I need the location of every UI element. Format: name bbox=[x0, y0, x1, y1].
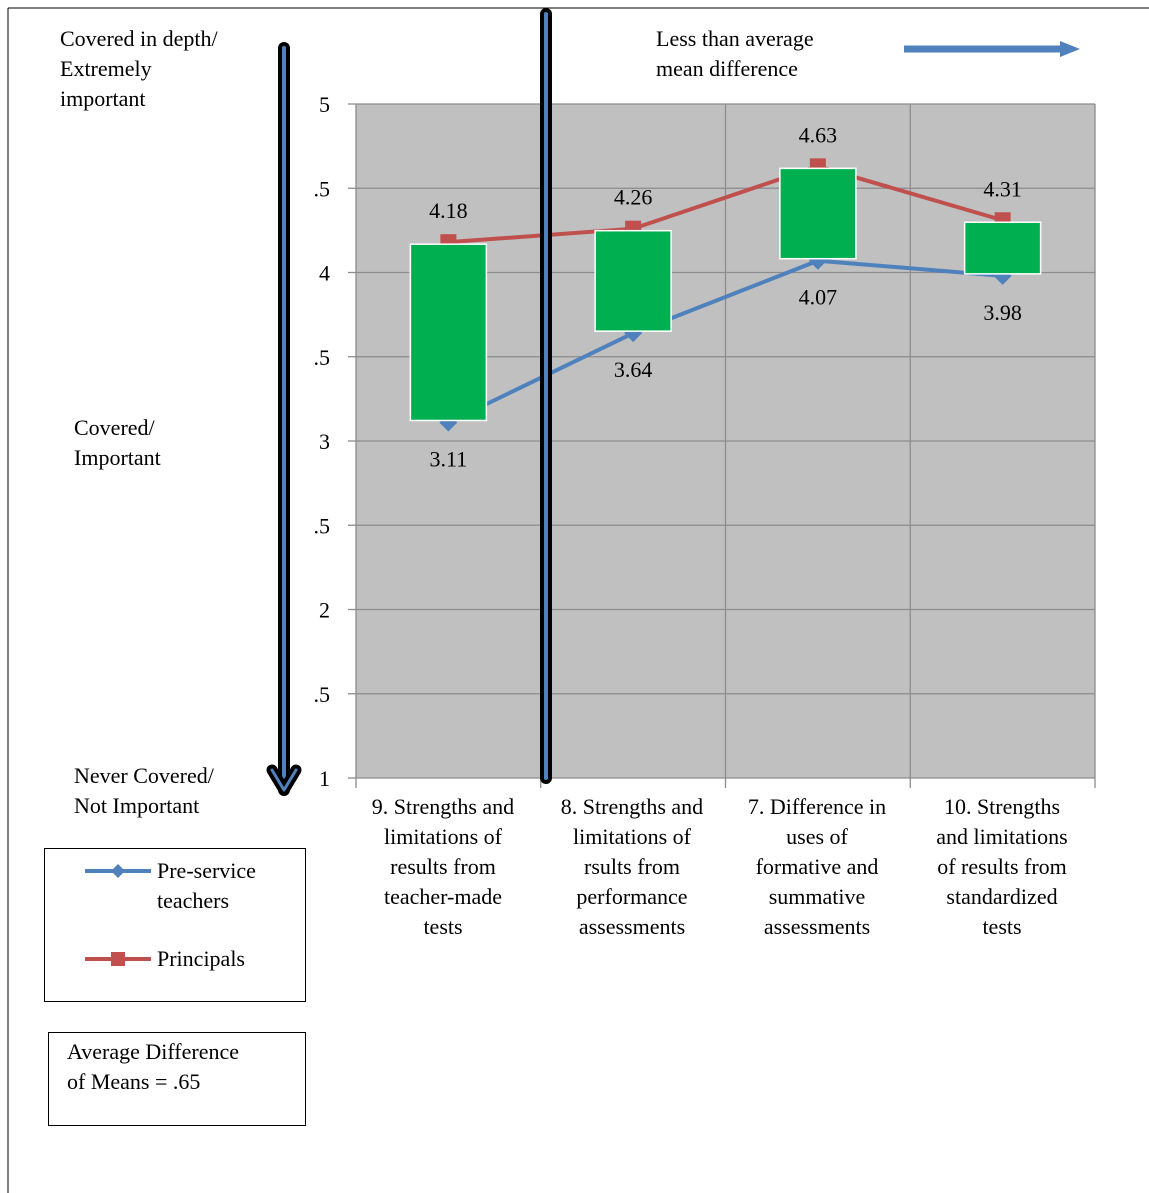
plot-area: 1 .5 2 .5 3 .5 4 .5 5 4.18 4.26 4.63 4.31 3.11 3.64 4.0… bbox=[314, 92, 1096, 791]
x-tick-label: 8. Strengths and limitations of rsults f… bbox=[560, 794, 704, 939]
legend-label-principals: Principals bbox=[157, 946, 245, 971]
top-right-annotation: Less than average mean difference bbox=[656, 26, 814, 81]
y-tick-label: .5 bbox=[314, 513, 331, 538]
legend-item-principals bbox=[45, 944, 155, 974]
y-annotation-top: Covered in depth/ Extremely important bbox=[60, 26, 218, 111]
y-tick-label: .5 bbox=[314, 682, 331, 707]
data-label-principals: 4.63 bbox=[799, 122, 838, 147]
legend-item-pre-service bbox=[45, 856, 155, 886]
y-scale-arrow-icon bbox=[266, 42, 302, 796]
right-arrowhead-icon bbox=[1060, 41, 1080, 57]
y-tick-label: 2 bbox=[319, 598, 330, 623]
difference-bar bbox=[594, 229, 672, 332]
data-label-principals: 4.31 bbox=[983, 176, 1022, 201]
x-tick-label: 10. Strengths and limitations of results… bbox=[936, 794, 1068, 939]
y-tick-label: 5 bbox=[319, 92, 330, 117]
legend: Pre-service teachers Principals bbox=[44, 848, 306, 1002]
x-tick-label: 9. Strengths and limitations of results … bbox=[371, 794, 515, 939]
data-label-pre-service: 3.98 bbox=[983, 300, 1022, 325]
y-tick-label: .5 bbox=[314, 176, 331, 201]
data-label-pre-service: 3.11 bbox=[430, 446, 468, 471]
difference-bar bbox=[409, 243, 488, 422]
y-tick-label: 4 bbox=[319, 261, 330, 286]
y-annotation-middle: Covered/ Important bbox=[74, 415, 161, 470]
y-tick-label: 1 bbox=[319, 766, 330, 791]
difference-bar bbox=[963, 221, 1042, 275]
legend-label-pre-service: Pre-service teachers bbox=[157, 858, 256, 913]
y-annotation-bottom: Never Covered/ Not Important bbox=[74, 763, 214, 818]
legend-swatch-square-icon bbox=[85, 952, 151, 966]
data-label-pre-service: 3.64 bbox=[614, 357, 653, 382]
y-tick-label: 3 bbox=[319, 429, 330, 454]
y-tick-label: .5 bbox=[314, 345, 331, 370]
legend-swatch-diamond-icon bbox=[85, 864, 151, 878]
data-label-principals: 4.18 bbox=[429, 198, 468, 223]
y-scale-arrow-icon-head bbox=[270, 768, 298, 792]
data-label-pre-service: 4.07 bbox=[799, 285, 838, 310]
data-point-pre-service bbox=[808, 251, 827, 270]
x-tick-label: 7. Difference in uses of formative and s… bbox=[747, 794, 887, 939]
average-difference-box: Average Difference of Means = .65 bbox=[48, 1032, 306, 1126]
data-label-principals: 4.26 bbox=[614, 185, 653, 210]
difference-bar bbox=[779, 167, 857, 260]
